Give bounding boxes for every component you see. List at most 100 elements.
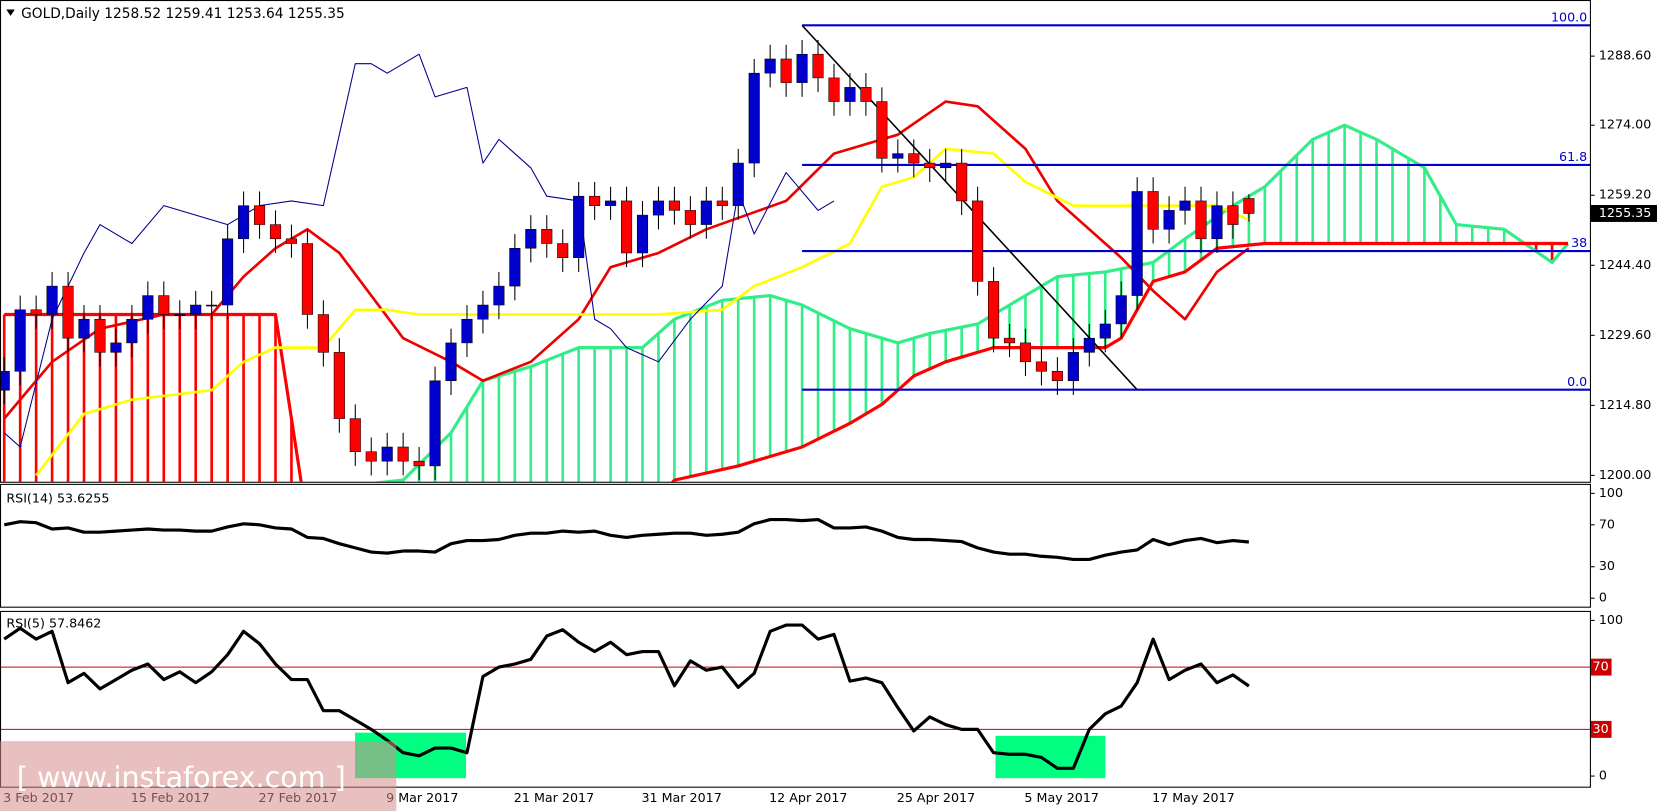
candle-body <box>605 200 617 206</box>
header: GOLD,Daily 1258.52 1259.41 1253.64 1255.… <box>21 6 345 22</box>
candle-body <box>780 58 792 83</box>
cloud-span-b <box>4 241 1569 482</box>
open-value: 1258.52 <box>104 6 161 22</box>
panel-frame <box>0 0 1591 483</box>
y-tick-label: 1229.60 <box>1599 327 1651 342</box>
candle-body <box>381 446 393 462</box>
candle-body <box>1003 337 1016 344</box>
candle-body <box>158 295 170 315</box>
candle-body <box>126 318 138 344</box>
candle-body <box>573 195 585 258</box>
fib-label: 0.0 <box>1567 374 1587 389</box>
panel-frame <box>0 483 1591 608</box>
rsi5-title: RSI(5) 57.8462 <box>6 615 101 630</box>
candle-body <box>269 224 282 240</box>
y-tick-label: 1200.00 <box>1599 467 1651 482</box>
candle-body <box>525 229 537 249</box>
price-box-label: 1255.35 <box>1599 205 1651 220</box>
candle-body <box>732 162 744 206</box>
candle-body <box>285 238 298 244</box>
candle-body <box>190 304 202 315</box>
x-tick-label: 5 May 2017 <box>1024 790 1099 805</box>
candle-body <box>700 200 712 225</box>
candle-body <box>1115 295 1127 325</box>
candle-body <box>1019 342 1032 363</box>
y-tick-label: 1259.20 <box>1599 187 1651 202</box>
candle-body <box>589 195 601 206</box>
candle-body <box>142 295 154 320</box>
title: RSI(5) <box>6 615 45 630</box>
x-tick-label: 31 Mar 2017 <box>641 790 721 805</box>
candle-body <box>397 446 409 462</box>
level-label: 70 <box>1593 659 1609 674</box>
candle-body <box>461 318 473 344</box>
close-value: 1255.35 <box>288 6 345 22</box>
x-tick-label: 12 Apr 2017 <box>769 790 847 805</box>
candle-body <box>206 304 218 307</box>
watermark-bg <box>0 741 397 811</box>
candle-body <box>509 247 521 287</box>
x-tick-label: 25 Apr 2017 <box>897 790 975 805</box>
high-value: 1259.41 <box>166 6 223 22</box>
candle-body <box>844 87 856 102</box>
candle-body <box>301 243 313 315</box>
candle-body <box>30 309 42 315</box>
candle-body <box>716 200 728 206</box>
y-tick-label: 1274.00 <box>1599 117 1651 132</box>
candle-body <box>62 285 74 339</box>
candle-body <box>110 342 122 353</box>
candle-body <box>365 451 377 462</box>
y-tick-label: 70 <box>1599 516 1615 531</box>
x-tick-label: 17 May 2017 <box>1152 790 1235 805</box>
candle-body <box>174 314 186 316</box>
candle-body <box>14 309 26 372</box>
candle-body <box>924 162 936 169</box>
candle-body <box>238 205 250 240</box>
candle-body <box>429 380 441 467</box>
candle-body <box>668 200 680 211</box>
fib-label: 61.8 <box>1559 149 1587 164</box>
low-value: 1253.64 <box>227 6 284 22</box>
indicator-line <box>3 53 835 448</box>
oversold-highlight <box>995 735 1106 779</box>
level-label: 30 <box>1593 721 1609 736</box>
x-tick-label: 21 Mar 2017 <box>514 790 594 805</box>
candle-body <box>908 153 920 164</box>
trendline <box>801 24 1138 391</box>
y-tick-label: 100 <box>1599 612 1623 627</box>
rsi-line <box>3 517 1250 561</box>
symbol: GOLD,Daily <box>21 6 100 22</box>
candle-body <box>1083 337 1095 353</box>
candle-body <box>1099 323 1111 339</box>
candle-body <box>748 72 760 164</box>
candle-body <box>1195 200 1207 240</box>
candle-body <box>222 238 234 306</box>
candle-body <box>445 342 457 382</box>
indicator-line <box>3 100 1250 420</box>
candle-body <box>46 285 58 315</box>
rsi5-panel <box>0 623 1591 770</box>
candle-body <box>477 304 489 320</box>
title: RSI(14) <box>6 490 53 505</box>
candle-body <box>828 77 840 102</box>
rsi-line <box>3 623 1250 770</box>
fib-label: 100.0 <box>1551 9 1587 24</box>
candle-body <box>0 371 10 391</box>
rsi-value: 57.8462 <box>49 615 101 630</box>
y-tick-label: 0 <box>1599 768 1607 783</box>
candle-body <box>796 53 808 83</box>
candle-body <box>1067 352 1079 382</box>
candle-body <box>349 418 361 452</box>
y-tick-label: 1288.60 <box>1599 48 1651 63</box>
candle-body <box>1179 200 1191 211</box>
candle-body <box>1131 191 1143 296</box>
rsi-value: 53.6255 <box>57 490 109 505</box>
candle-body <box>1243 198 1255 214</box>
candle-body <box>1051 371 1063 382</box>
candle-body <box>892 153 904 159</box>
candle-body <box>652 200 665 216</box>
candle-body <box>684 210 696 225</box>
